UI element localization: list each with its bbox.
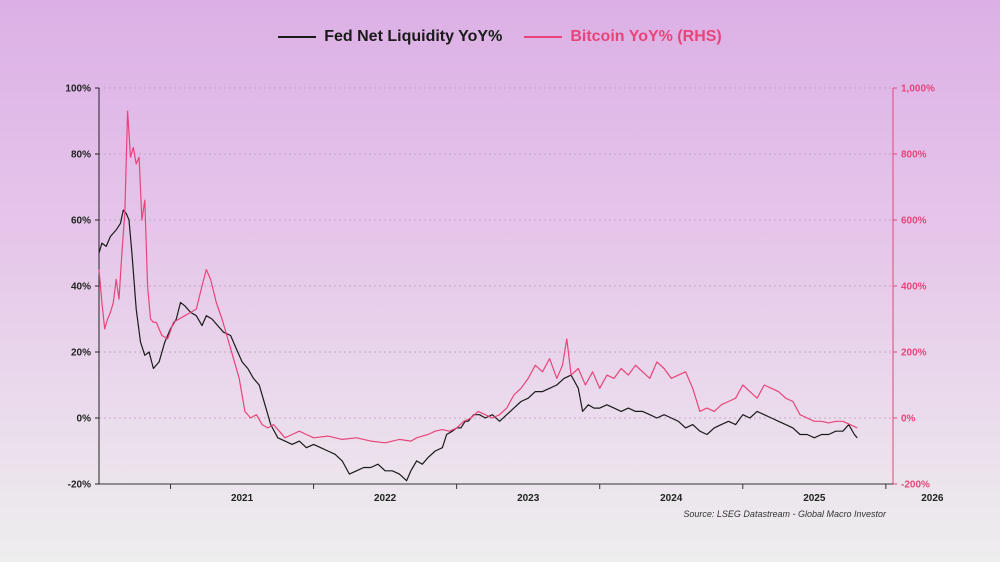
y-left-tick-label: 60% — [71, 216, 91, 227]
y-right-tick-label: 400% — [901, 282, 927, 293]
grid-lines — [99, 87, 893, 485]
legend-label-fed-net-liquidity: Fed Net Liquidity YoY% — [324, 28, 503, 45]
legend-item-fed-net-liquidity: Fed Net Liquidity YoY% — [278, 28, 502, 46]
legend-item-bitcoin: Bitcoin YoY% (RHS) — [524, 28, 722, 46]
y-right-tick-label: 1,000% — [901, 84, 935, 95]
y-left-tick-label: 40% — [71, 282, 91, 293]
x-tick-label: 2023 — [517, 493, 540, 504]
x-tick-label: 2026 — [921, 493, 944, 504]
y-right-tick-label: 0% — [901, 414, 916, 425]
x-tick-label: 2024 — [660, 493, 683, 504]
x-tick-label: 2022 — [374, 493, 397, 504]
y-left-tick-label: 0% — [77, 414, 92, 425]
x-tick-label: 2025 — [803, 493, 826, 504]
y-right-tick-label: 600% — [901, 216, 927, 227]
chart-legend: Fed Net Liquidity YoY% Bitcoin YoY% (RHS… — [0, 28, 1000, 46]
series-line-fed-net-liquidity — [98, 209, 858, 482]
y-right-tick-label: 200% — [901, 348, 927, 359]
y-left-tick-label: 80% — [71, 150, 91, 161]
source-note: Source: LSEG Datastream - Global Macro I… — [683, 509, 886, 519]
y-right-tick-label: 800% — [901, 150, 927, 161]
legend-label-bitcoin: Bitcoin YoY% (RHS) — [570, 28, 722, 45]
legend-swatch-bitcoin — [524, 36, 563, 38]
series-lines — [98, 110, 858, 482]
y-left-tick-label: 20% — [71, 348, 91, 359]
series-line-bitcoin — [98, 110, 858, 444]
y-left-tick-label: 100% — [65, 84, 91, 95]
y-right-tick-label: -200% — [901, 480, 930, 491]
x-tick-label: 2021 — [231, 493, 254, 504]
chart-axes: 100% 80% 60% 40% 20% 0% -20% 1,000% 800% 600% 400%… — [65, 84, 943, 505]
legend-swatch-fed-net-liquidity — [278, 36, 317, 38]
y-left-tick-label: -20% — [68, 480, 91, 491]
